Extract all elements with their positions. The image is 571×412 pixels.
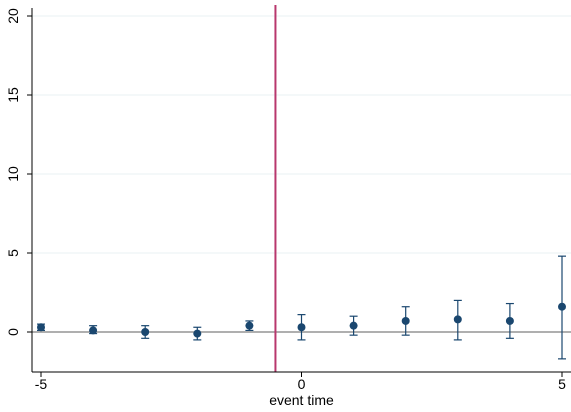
tick-labels: 0 5 10 15 20 -5 0 5: [5, 8, 566, 392]
data-point: [558, 303, 566, 311]
y-tick-label: 15: [5, 87, 21, 103]
data-point: [89, 326, 97, 334]
data-point: [350, 322, 358, 330]
y-tick-label: 10: [5, 166, 21, 182]
data-point: [141, 328, 149, 336]
data-point: [298, 323, 306, 331]
data-point: [245, 322, 253, 330]
data-point: [193, 330, 201, 338]
x-tick-label: -5: [35, 376, 48, 392]
x-tick-label: 0: [298, 376, 306, 392]
data-point: [37, 323, 45, 331]
data-point: [454, 315, 462, 323]
y-tick-label: 20: [5, 8, 21, 24]
gridlines: [32, 16, 571, 253]
data-point: [402, 317, 410, 325]
x-axis-title: event time: [269, 392, 334, 408]
error-bars: [37, 256, 566, 359]
x-tick-label: 5: [558, 376, 566, 392]
y-tick-label: 5: [5, 249, 21, 257]
data-point: [506, 317, 514, 325]
axes: [27, 8, 571, 377]
y-tick-label: 0: [5, 328, 21, 336]
